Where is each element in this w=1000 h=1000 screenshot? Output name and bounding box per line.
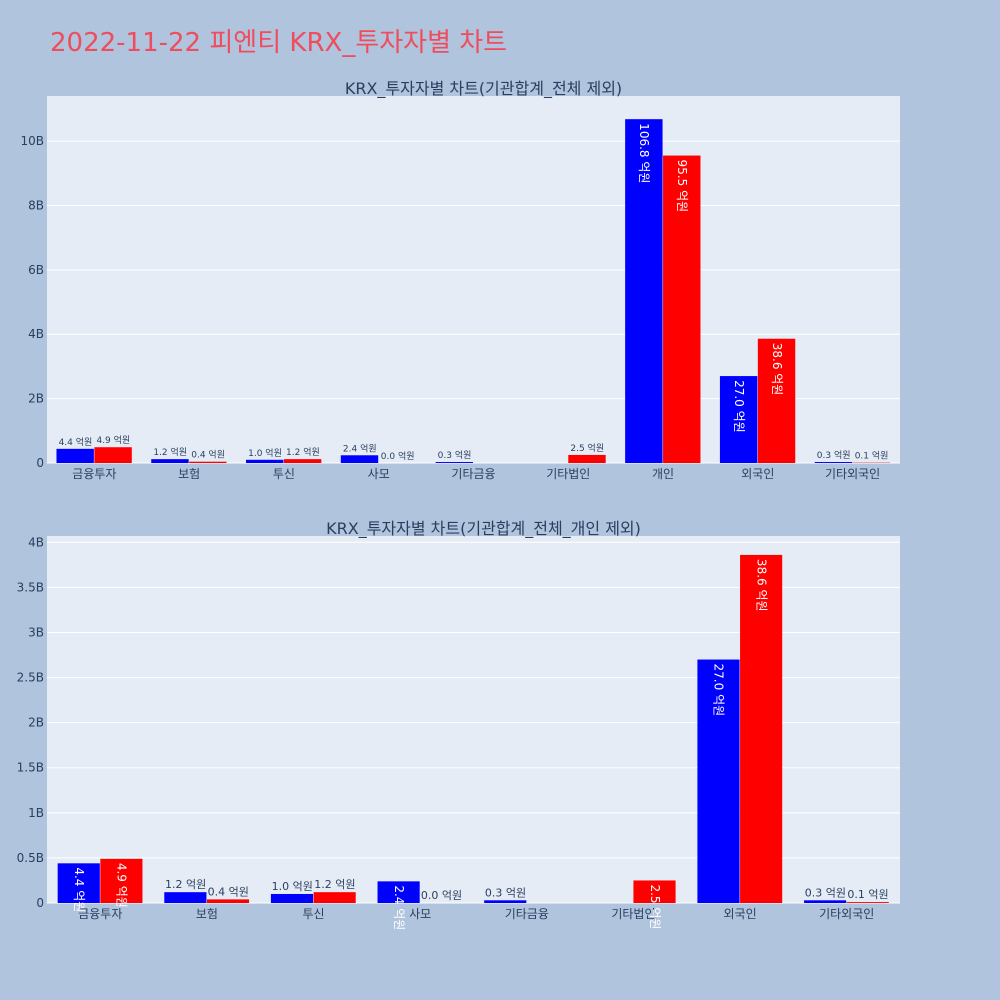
data-label: 27.0 억원	[732, 380, 746, 433]
bar-buy	[625, 119, 663, 463]
y-tick-label: 10B	[20, 134, 44, 148]
y-tick-label: 2B	[28, 716, 44, 730]
x-tick-label: 외국인	[724, 907, 757, 921]
x-tick-label: 금융투자	[72, 467, 116, 481]
data-label: 2.4 억원	[343, 442, 377, 454]
bar-sell	[846, 902, 889, 903]
bar-buy	[164, 892, 207, 903]
x-tick-label: 투신	[303, 907, 325, 921]
y-tick-label: 2.5B	[17, 671, 44, 685]
bar-sell	[757, 338, 796, 463]
bar-buy	[377, 881, 420, 903]
data-label: 95.5 억원	[675, 160, 689, 213]
data-label: 4.4 억원	[59, 436, 93, 448]
bar-sell	[189, 461, 227, 463]
data-label: 1.2 억원	[286, 446, 320, 458]
x-tick-label: 기타외국인	[819, 907, 874, 921]
x-tick-label: 보험	[178, 467, 200, 481]
chart-2: 0 0.5B 1B 1.5B 2B 2.5B 3B 3.5B 4B KRX_투자자별 차트(기관합…	[17, 519, 900, 930]
data-label: 0.4 억원	[191, 449, 225, 461]
data-label: 1.0 억원	[248, 447, 282, 459]
data-label: 0.4 억원	[208, 885, 249, 898]
y-tick-label: 4B	[28, 535, 44, 549]
y-tick-label: 0	[36, 896, 44, 910]
bar-sell	[283, 459, 322, 463]
x-tick-label: 개인	[652, 467, 674, 481]
data-label: 4.4 억원	[72, 867, 86, 912]
chart-1: 0 2B 4B 6B 8B 10B KRX_투자자별 차트(기관합계_전체 제외) 금융투자 4…	[20, 79, 900, 481]
y-tick-label: 2B	[28, 392, 44, 406]
chart-title: KRX_투자자별 차트(기관합계_전체_개인 제외)	[326, 519, 641, 539]
x-tick-label: 기타법인	[611, 907, 655, 921]
y-tick-label: 4B	[28, 327, 44, 341]
x-tick-label: 기타법인	[546, 467, 590, 481]
y-tick-label: 0	[36, 456, 44, 470]
data-label: 1.0 억원	[272, 880, 313, 893]
data-label: 1.2 억원	[314, 878, 355, 891]
data-label: 0.1 억원	[855, 450, 889, 462]
x-tick-label: 보험	[196, 907, 218, 921]
page-title: 2022-11-22 피엔티 KRX_투자자별 차트	[50, 28, 508, 58]
bar-sell	[313, 892, 356, 903]
bar-buy	[151, 459, 189, 463]
data-label: 1.2 억원	[153, 446, 187, 458]
bar-sell	[633, 880, 676, 903]
bar-buy	[57, 863, 100, 903]
data-label: 38.6 억원	[754, 559, 768, 612]
bar-sell	[663, 155, 701, 464]
data-label: 0.0 억원	[421, 889, 462, 902]
bar-sell	[740, 554, 783, 903]
y-tick-label: 8B	[28, 198, 44, 212]
bar-buy	[56, 448, 94, 463]
bar-buy	[246, 459, 284, 463]
y-tick-label: 0.5B	[17, 851, 44, 865]
bar-sell	[206, 899, 250, 903]
data-label: 2.5 억원	[648, 884, 662, 929]
y-tick-label: 1.5B	[17, 761, 44, 775]
bar-buy	[814, 462, 853, 463]
bar-buy	[270, 893, 314, 903]
x-tick-label: 금융투자	[78, 907, 122, 921]
data-label: 4.9 억원	[115, 863, 129, 908]
x-tick-label: 투신	[273, 467, 295, 481]
data-label: 1.2 억원	[165, 878, 206, 891]
y-tick-label: 3.5B	[17, 580, 44, 594]
data-label: 0.3 억원	[817, 449, 851, 461]
y-tick-label: 3B	[28, 625, 44, 639]
data-label: 0.3 억원	[438, 449, 472, 461]
bar-sell	[100, 858, 143, 903]
x-tick-label: 외국인	[741, 467, 774, 481]
data-label: 38.6 억원	[770, 343, 784, 396]
x-tick-label: 기타금융	[505, 907, 549, 921]
x-tick-label: 기타금융	[451, 467, 495, 481]
bar-buy	[340, 455, 379, 463]
bar-sell	[568, 454, 606, 463]
data-label: 4.9 억원	[96, 434, 130, 446]
data-label: 106.8 억원	[637, 123, 651, 183]
data-label: 2.4 억원	[392, 885, 406, 930]
x-tick-label: 기타외국인	[825, 467, 880, 481]
x-tick-label: 사모	[409, 907, 431, 921]
y-tick-label: 6B	[28, 263, 44, 277]
data-label: 0.3 억원	[805, 886, 846, 899]
data-label: 0.1 억원	[847, 888, 888, 901]
bar-buy	[435, 462, 473, 463]
bar-sell	[94, 447, 132, 463]
bar-buy	[697, 659, 740, 903]
bar-buy	[484, 900, 527, 903]
x-tick-label: 사모	[368, 467, 390, 481]
bar-buy	[804, 900, 847, 903]
data-label: 27.0 억원	[712, 664, 726, 717]
y-tick-label: 1B	[28, 806, 44, 820]
chart-title: KRX_투자자별 차트(기관합계_전체 제외)	[345, 79, 622, 99]
bar-buy	[719, 376, 758, 463]
data-label: 2.5 억원	[570, 442, 604, 454]
data-label: 0.3 억원	[485, 886, 526, 899]
data-label: 0.0 억원	[381, 450, 415, 462]
